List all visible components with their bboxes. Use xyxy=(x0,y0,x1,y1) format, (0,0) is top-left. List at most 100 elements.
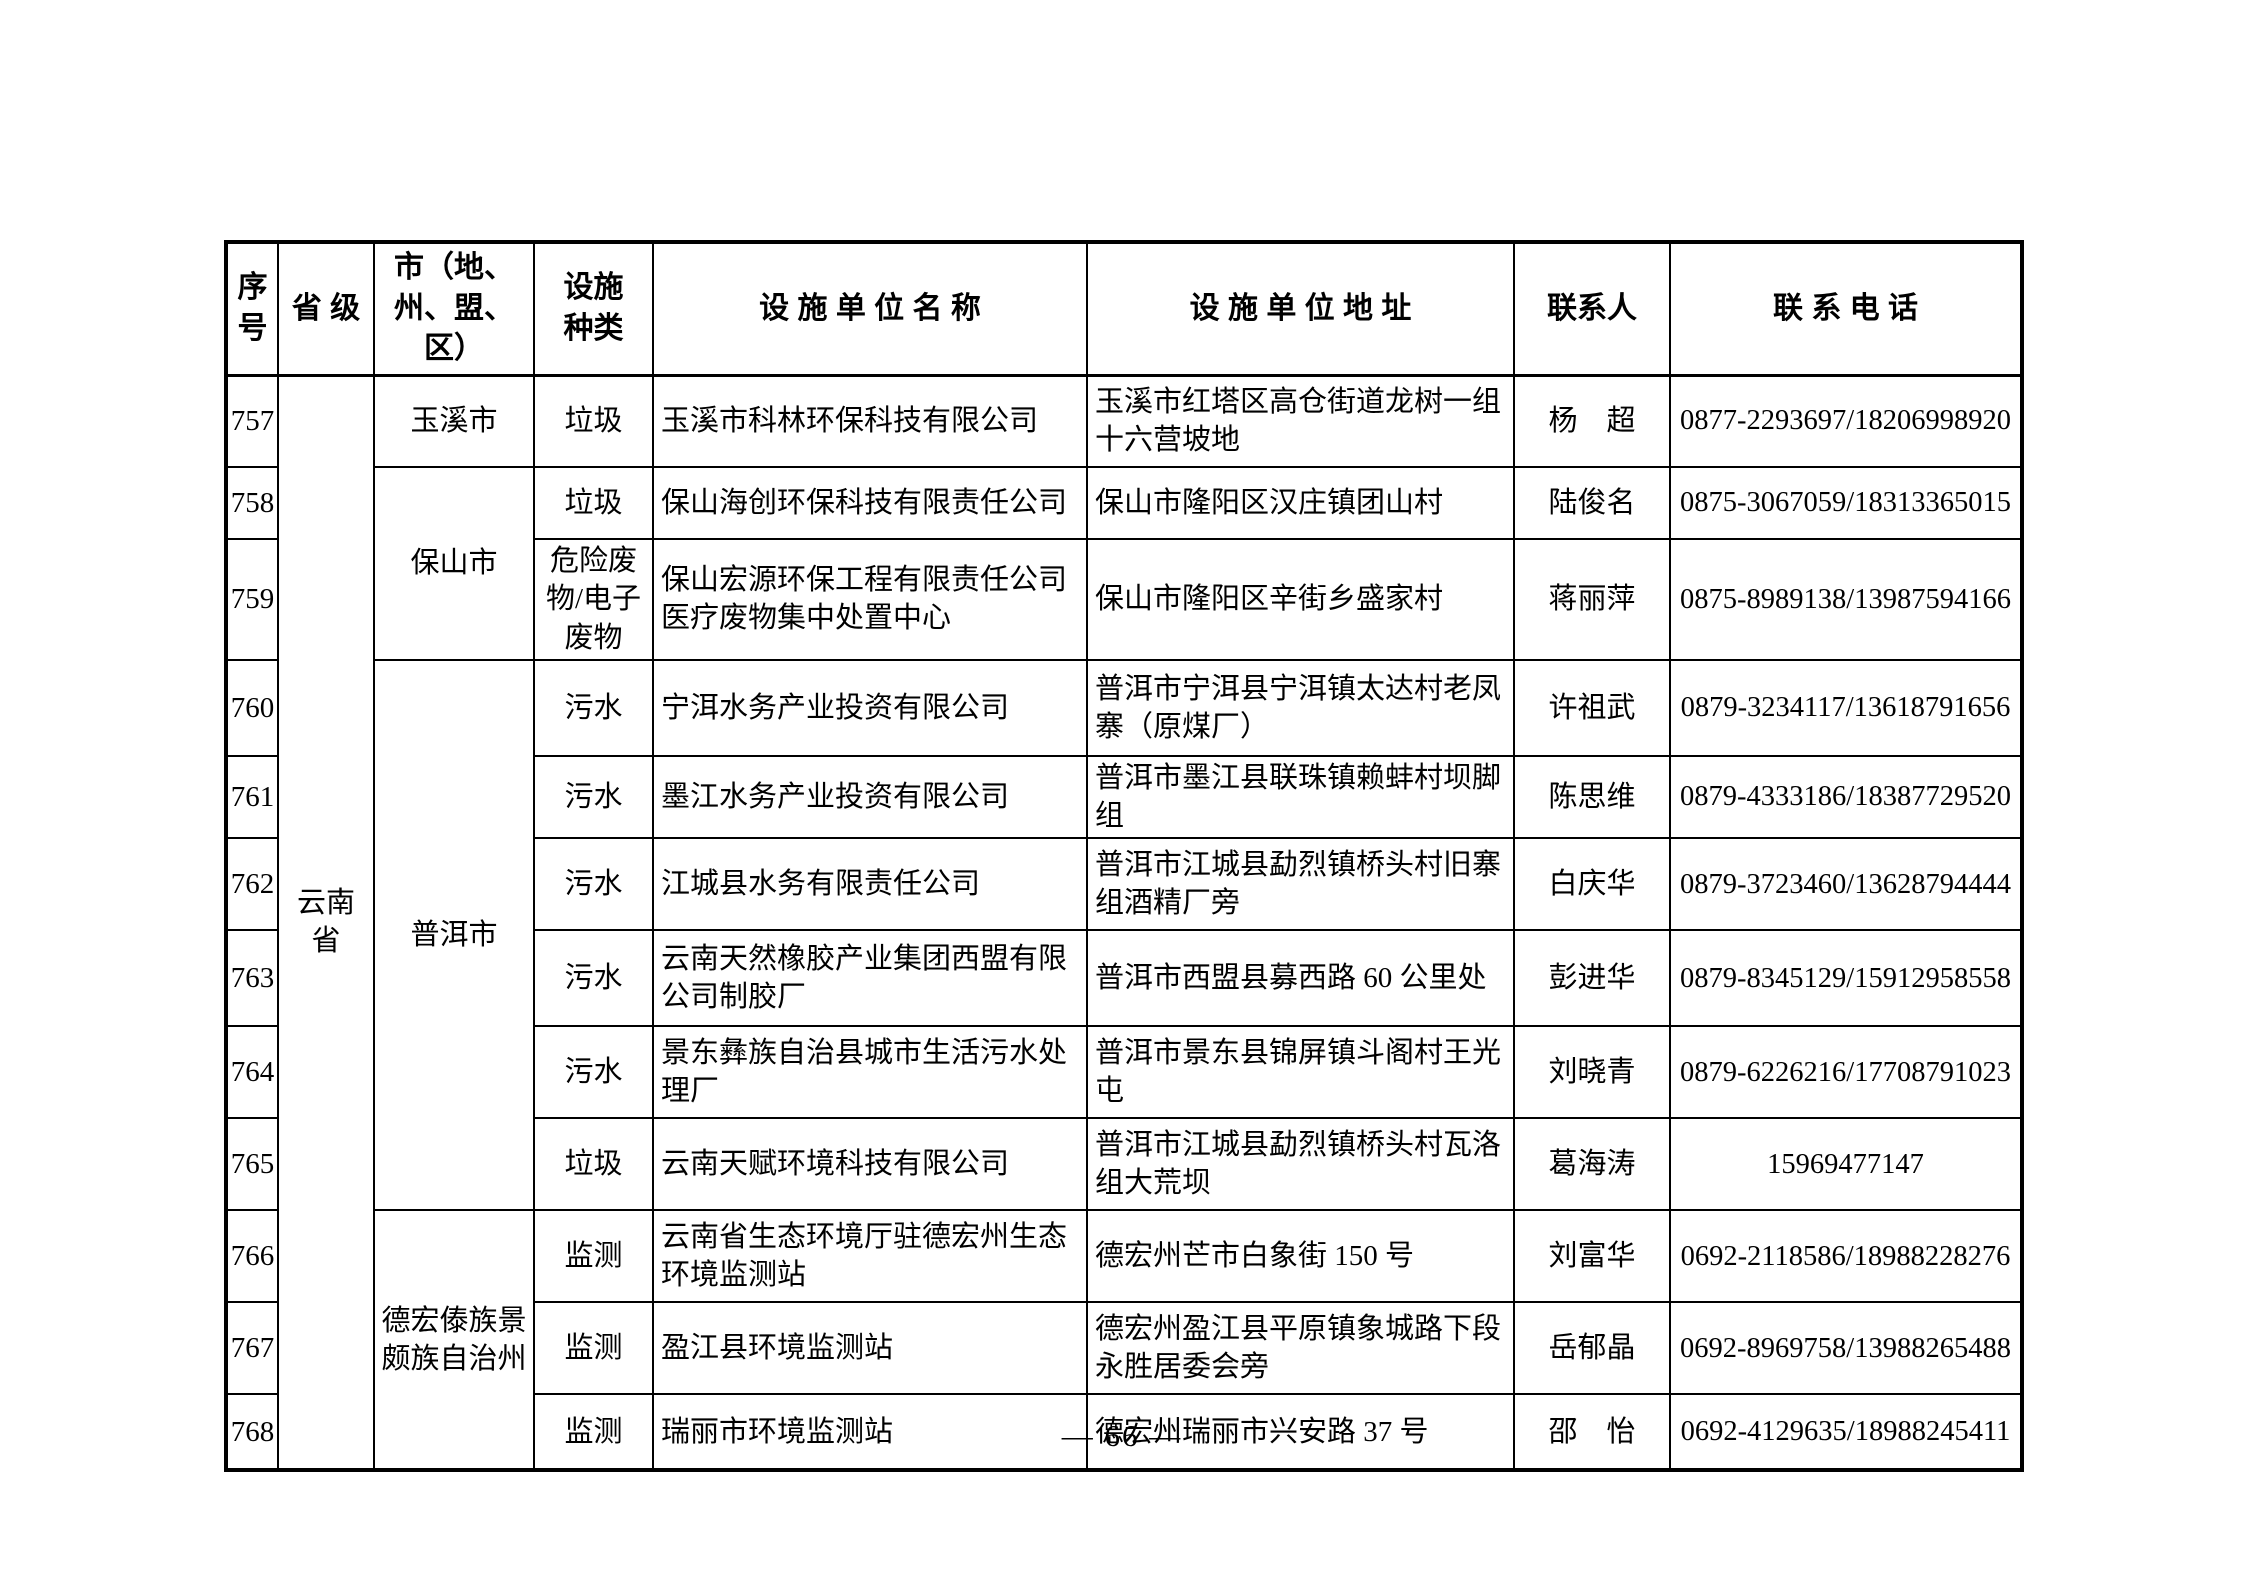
contact-person-cell: 蒋丽萍 xyxy=(1513,538,1671,661)
header-facility-name: 设 施 单 位 名 称 xyxy=(652,241,1088,377)
facility-table: 序号 省 级 市（地、州、盟、区） 设施 种类 设 施 单 位 名 称 设 施 … xyxy=(224,240,2024,1473)
serial-cell: 758 xyxy=(225,466,279,540)
facility-name-cell: 保山宏源环保工程有限责任公司医疗废物集中处置中心 xyxy=(652,538,1088,661)
facility-type-cell: 污水 xyxy=(533,658,654,757)
contact-phone-cell: 15969477147 xyxy=(1669,1117,2023,1212)
facility-type-cell: 垃圾 xyxy=(533,466,654,540)
contact-person-cell: 刘晓青 xyxy=(1513,1025,1671,1120)
contact-person-cell: 许祖武 xyxy=(1513,658,1671,757)
facility-address-cell: 玉溪市红塔区高仓街道龙树一组十六营坡地 xyxy=(1086,374,1515,468)
contact-phone-cell: 0879-4333186/18387729520 xyxy=(1669,754,2023,840)
facility-address-cell: 保山市隆阳区辛街乡盛家村 xyxy=(1086,538,1515,661)
contact-phone-cell: 0692-2118586/18988228276 xyxy=(1669,1209,2023,1304)
table-header-row: 序号 省 级 市（地、州、盟、区） 设施 种类 设 施 单 位 名 称 设 施 … xyxy=(225,241,2023,377)
facility-name-cell: 宁洱水务产业投资有限公司 xyxy=(652,658,1088,757)
contact-phone-cell: 0879-3723460/13628794444 xyxy=(1669,837,2023,932)
serial-cell: 761 xyxy=(225,754,279,840)
facility-address-cell: 普洱市宁洱县宁洱镇太达村老凤寨（原煤厂） xyxy=(1086,658,1515,757)
serial-cell: 767 xyxy=(225,1301,279,1396)
contact-person-cell: 陆俊名 xyxy=(1513,466,1671,540)
city-cell-yuxi: 玉溪市 xyxy=(373,374,535,468)
serial-cell: 764 xyxy=(225,1025,279,1120)
facility-type-cell: 监测 xyxy=(533,1393,654,1472)
contact-phone-cell: 0875-3067059/18313365015 xyxy=(1669,466,2023,540)
contact-phone-cell: 0879-8345129/15912958558 xyxy=(1669,929,2023,1028)
serial-cell: 759 xyxy=(225,538,279,661)
facility-type-cell: 污水 xyxy=(533,929,654,1028)
facility-name-cell: 江城县水务有限责任公司 xyxy=(652,837,1088,932)
facility-type-cell: 污水 xyxy=(533,837,654,932)
facility-address-cell: 德宏州盈江县平原镇象城路下段永胜居委会旁 xyxy=(1086,1301,1515,1396)
table-row: 766 德宏傣族景颇族自治州 监测 云南省生态环境厅驻德宏州生态环境监测站 德宏… xyxy=(225,1209,2023,1472)
facility-type-cell: 监测 xyxy=(533,1301,654,1396)
contact-phone-cell: 0692-8969758/13988265488 xyxy=(1669,1301,2023,1396)
serial-cell: 768 xyxy=(225,1393,279,1472)
facility-address-cell: 德宏州瑞丽市兴安路 37 号 xyxy=(1086,1393,1515,1472)
facility-address-cell: 普洱市景东县锦屏镇斗阁村王光屯 xyxy=(1086,1025,1515,1120)
facility-name-cell: 瑞丽市环境监测站 xyxy=(652,1393,1088,1472)
contact-phone-cell: 0875-8989138/13987594166 xyxy=(1669,538,2023,661)
table-row: 762 污水 江城县水务有限责任公司 普洱市江城县勐烈镇桥头村旧寨组酒精厂旁 白… xyxy=(225,837,2023,932)
facility-address-cell: 普洱市江城县勐烈镇桥头村瓦洛组大荒坝 xyxy=(1086,1117,1515,1212)
contact-person-cell: 杨 超 xyxy=(1513,374,1671,468)
contact-person-cell: 邵 怡 xyxy=(1513,1393,1671,1472)
serial-cell: 765 xyxy=(225,1117,279,1212)
facility-address-cell: 普洱市墨江县联珠镇赖蚌村坝脚组 xyxy=(1086,754,1515,840)
contact-person-cell: 岳郁晶 xyxy=(1513,1301,1671,1396)
facility-name-cell: 墨江水务产业投资有限公司 xyxy=(652,754,1088,840)
facility-type-cell: 垃圾 xyxy=(533,374,654,468)
serial-cell: 766 xyxy=(225,1209,279,1304)
header-facility-type: 设施 种类 xyxy=(533,241,654,377)
facility-name-cell: 云南省生态环境厅驻德宏州生态环境监测站 xyxy=(652,1209,1088,1304)
table-row: 758 保山市 垃圾 保山海创环保科技有限责任公司 保山市隆阳区汉庄镇团山村 陆… xyxy=(225,466,2023,661)
facility-type-cell: 污水 xyxy=(533,754,654,840)
city-cell-baoshan: 保山市 xyxy=(373,466,535,661)
contact-person-cell: 彭进华 xyxy=(1513,929,1671,1028)
facility-type-cell: 垃圾 xyxy=(533,1117,654,1212)
contact-person-cell: 白庆华 xyxy=(1513,837,1671,932)
facility-name-cell: 云南天赋环境科技有限公司 xyxy=(652,1117,1088,1212)
serial-cell: 762 xyxy=(225,837,279,932)
table-row: 761 污水 墨江水务产业投资有限公司 普洱市墨江县联珠镇赖蚌村坝脚组 陈思维 … xyxy=(225,754,2023,840)
table-row: 757 云南省 玉溪市 垃圾 玉溪市科林环保科技有限公司 玉溪市红塔区高仓街道龙… xyxy=(225,373,2023,1472)
facility-name-cell: 盈江县环境监测站 xyxy=(652,1301,1088,1396)
header-facility-address: 设 施 单 位 地 址 xyxy=(1086,241,1515,377)
facility-address-cell: 普洱市西盟县募西路 60 公里处 xyxy=(1086,929,1515,1028)
table-row: 764 污水 景东彝族自治县城市生活污水处理厂 普洱市景东县锦屏镇斗阁村王光屯 … xyxy=(225,1025,2023,1120)
facility-type-cell: 监测 xyxy=(533,1209,654,1304)
table-row: 767 监测 盈江县环境监测站 德宏州盈江县平原镇象城路下段永胜居委会旁 岳郁晶… xyxy=(225,1301,2023,1396)
contact-person-cell: 葛海涛 xyxy=(1513,1117,1671,1212)
facility-name-cell: 玉溪市科林环保科技有限公司 xyxy=(652,374,1088,468)
city-cell-puer: 普洱市 xyxy=(373,658,535,1212)
facility-address-cell: 德宏州芒市白象街 150 号 xyxy=(1086,1209,1515,1304)
facility-address-cell: 保山市隆阳区汉庄镇团山村 xyxy=(1086,466,1515,540)
facility-address-cell: 普洱市江城县勐烈镇桥头村旧寨组酒精厂旁 xyxy=(1086,837,1515,932)
contact-phone-cell: 0879-6226216/17708791023 xyxy=(1669,1025,2023,1120)
serial-cell: 763 xyxy=(225,929,279,1028)
contact-phone-cell: 0692-4129635/18988245411 xyxy=(1669,1393,2023,1472)
facility-name-cell: 云南天然橡胶产业集团西盟有限公司制胶厂 xyxy=(652,929,1088,1028)
serial-cell: 757 xyxy=(225,374,279,468)
table-row: 765 垃圾 云南天赋环境科技有限公司 普洱市江城县勐烈镇桥头村瓦洛组大荒坝 葛… xyxy=(225,1117,2023,1212)
table-row: 763 污水 云南天然橡胶产业集团西盟有限公司制胶厂 普洱市西盟县募西路 60 … xyxy=(225,929,2023,1028)
facility-name-cell: 保山海创环保科技有限责任公司 xyxy=(652,466,1088,540)
facility-name-cell: 景东彝族自治县城市生活污水处理厂 xyxy=(652,1025,1088,1120)
table-row: 768 监测 瑞丽市环境监测站 德宏州瑞丽市兴安路 37 号 邵 怡 0692-… xyxy=(225,1393,2023,1472)
table-row: 760 普洱市 污水 宁洱水务产业投资有限公司 普洱市宁洱县宁洱镇太达村老凤寨（… xyxy=(225,658,2023,1212)
header-index: 序号 xyxy=(225,241,279,377)
header-city: 市（地、州、盟、区） xyxy=(373,241,535,377)
header-contact-phone: 联 系 电 话 xyxy=(1669,241,2023,377)
page-number: — 66 — xyxy=(1061,1418,1183,1453)
contact-person-cell: 陈思维 xyxy=(1513,754,1671,840)
facility-type-cell: 污水 xyxy=(533,1025,654,1120)
header-contact-person: 联系人 xyxy=(1513,241,1671,377)
contact-person-cell: 刘富华 xyxy=(1513,1209,1671,1304)
header-province: 省 级 xyxy=(277,241,375,377)
contact-phone-cell: 0877-2293697/18206998920 xyxy=(1669,374,2023,468)
province-cell: 云南省 xyxy=(277,373,375,1472)
contact-phone-cell: 0879-3234117/13618791656 xyxy=(1669,658,2023,757)
table-row: 759 危险废物/电子废物 保山宏源环保工程有限责任公司医疗废物集中处置中心 保… xyxy=(225,538,2023,661)
serial-cell: 760 xyxy=(225,658,279,757)
city-cell-dehong: 德宏傣族景颇族自治州 xyxy=(373,1209,535,1472)
